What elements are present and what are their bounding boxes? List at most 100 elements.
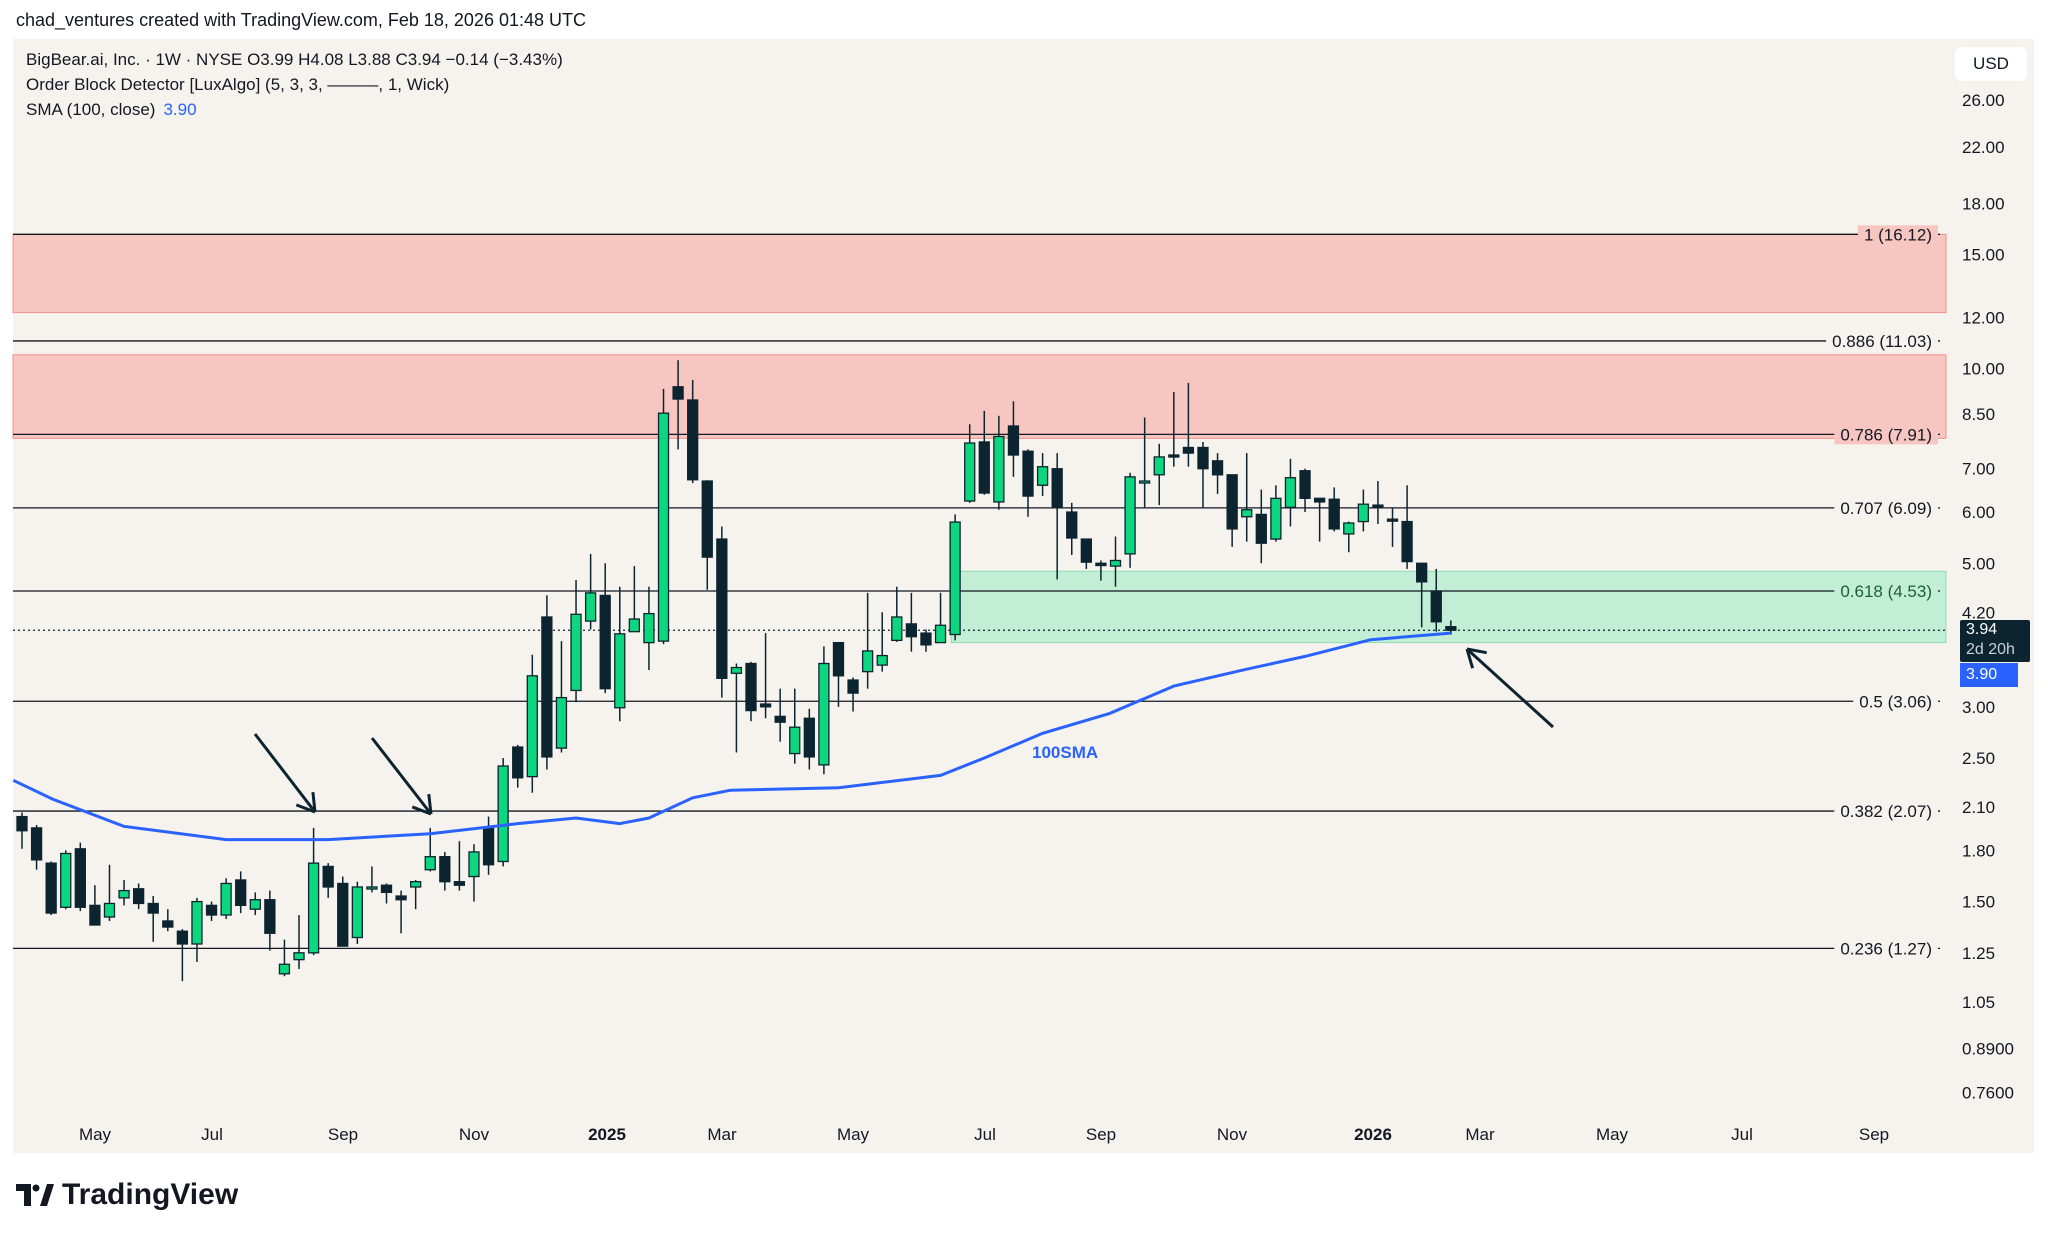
candle-down	[1095, 560, 1107, 581]
candle-body	[803, 717, 815, 758]
candle-body	[570, 613, 582, 692]
fib-label-bg	[1834, 939, 1938, 959]
candle-body	[993, 435, 1005, 503]
price-axis-label: 1.50	[1962, 893, 1995, 912]
candle-body	[89, 904, 101, 926]
candle-down	[978, 410, 990, 495]
candle-up	[1036, 453, 1049, 497]
candle-body	[745, 662, 757, 712]
bar-countdown: 2d 20h	[1966, 641, 2015, 658]
candle-down	[162, 909, 174, 932]
candle-down	[30, 824, 43, 870]
candle-body	[526, 675, 538, 778]
candle-up	[818, 646, 830, 775]
price-axis-label: 26.00	[1962, 91, 2005, 110]
candle-down	[395, 890, 407, 934]
candle-down	[1430, 568, 1442, 632]
time-axis-label: Nov	[1217, 1125, 1248, 1144]
price-axis-label: 4.20	[1962, 603, 1995, 622]
price-axis-label: 15.00	[1962, 246, 2005, 265]
candle-down	[905, 592, 918, 652]
candle-body	[1357, 503, 1370, 523]
candle-up	[1343, 521, 1355, 553]
candle-down	[1168, 391, 1180, 467]
arrow-shaft	[253, 733, 317, 813]
candle-body	[861, 650, 874, 673]
candle-down	[1255, 489, 1267, 564]
currency-button[interactable]: USD	[1955, 47, 2027, 81]
candle-down	[920, 629, 932, 652]
fib-level-label: 0.5 (3.06)	[1859, 692, 1932, 711]
price-axis-label: 18.00	[1962, 194, 2005, 213]
candle-body	[453, 881, 466, 886]
tradingview-logo[interactable]: TradingView	[16, 1178, 238, 1212]
candle-down	[1299, 468, 1311, 513]
candle-body	[1051, 468, 1063, 509]
candle-body	[1299, 470, 1311, 499]
candle-body	[1007, 425, 1020, 456]
candle-body	[60, 852, 72, 908]
candle-up	[526, 654, 538, 793]
candle-body	[482, 827, 495, 866]
sma-legend[interactable]: SMA (100, close) 3.90	[26, 100, 197, 120]
candle-body	[497, 765, 509, 863]
candle-body	[293, 952, 305, 961]
candle-body	[759, 703, 772, 708]
candle-down	[1401, 485, 1413, 569]
candle-body	[439, 856, 451, 883]
price-axis-label: 2.50	[1962, 749, 1995, 768]
candle-down	[1007, 401, 1020, 477]
candle-body	[220, 882, 232, 916]
candle-up	[468, 844, 480, 902]
arrow-drawing[interactable]	[370, 737, 433, 816]
arrow-drawing[interactable]	[253, 733, 317, 814]
candle-body	[1080, 538, 1092, 563]
candle-down	[745, 661, 757, 722]
candle-down	[453, 841, 466, 891]
candle-down	[1051, 453, 1063, 580]
candle-body	[1328, 498, 1340, 530]
candle-down	[541, 595, 553, 770]
arrow-shaft	[370, 737, 433, 815]
candle-down	[74, 842, 86, 912]
price-axis-label: 0.7600	[1962, 1084, 2014, 1103]
candle-body	[555, 696, 568, 749]
candle-body	[730, 666, 743, 674]
candle-down	[1211, 453, 1224, 494]
time-axis-label: Sep	[1859, 1125, 1889, 1144]
time-axis-label: Mar	[707, 1125, 737, 1144]
sma-legend-value: 3.90	[163, 100, 197, 119]
price-axis-label: 22.00	[1962, 138, 2005, 157]
fib-label-bg	[1826, 331, 1938, 351]
candle-up	[1357, 489, 1370, 532]
candle-up	[657, 388, 670, 645]
candle-body	[1226, 474, 1238, 530]
indicator-legend[interactable]: Order Block Detector [LuxAlgo] (5, 3, 3,…	[26, 75, 450, 94]
candle-up	[789, 688, 801, 764]
candle-body	[657, 412, 670, 642]
time-axis-label: Sep	[1086, 1125, 1116, 1144]
candle-body	[847, 679, 859, 694]
arrow-drawing[interactable]	[1465, 647, 1555, 729]
candle-up	[220, 878, 232, 919]
candle-up	[614, 586, 626, 722]
candle-body	[541, 616, 553, 758]
price-axis-label: 6.00	[1962, 503, 1995, 522]
candle-body	[978, 441, 990, 494]
candle-up	[1124, 472, 1136, 568]
price-axis-label: 3.00	[1962, 698, 1995, 717]
candle-up	[366, 866, 378, 893]
candle-down	[1080, 538, 1092, 569]
candle-down	[1445, 620, 1457, 635]
symbol-legend[interactable]: BigBear.ai, Inc. · 1W · NYSE O3.99 H4.08…	[26, 50, 563, 69]
candle-body	[614, 633, 626, 709]
candle-down	[716, 526, 728, 698]
time-axis-label: Mar	[1465, 1125, 1495, 1144]
candle-body	[1139, 480, 1151, 484]
candle-body	[30, 827, 43, 861]
candle-body	[1182, 446, 1195, 454]
fib-level-label: 0.236 (1.27)	[1840, 939, 1932, 958]
arrow-head	[1465, 648, 1475, 669]
candle-body	[1241, 509, 1253, 518]
